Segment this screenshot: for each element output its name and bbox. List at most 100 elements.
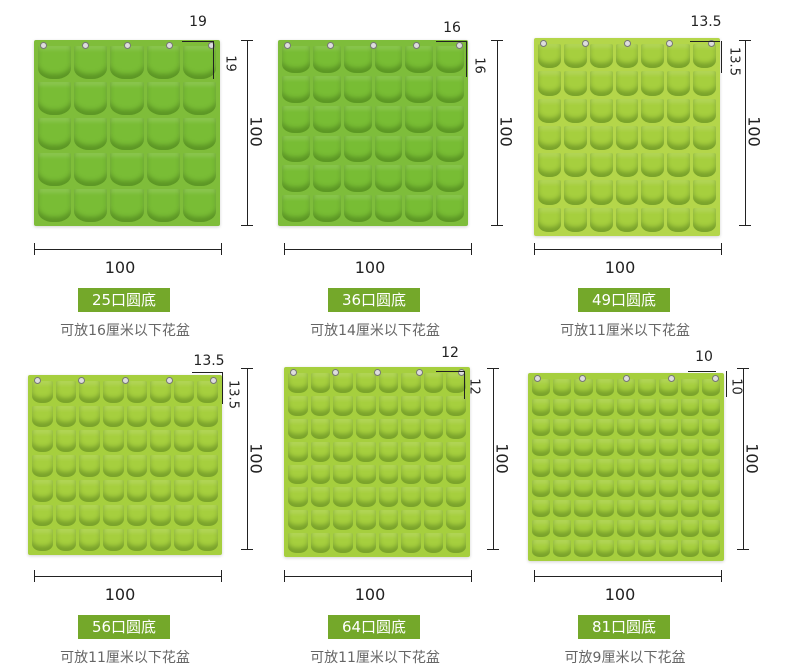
planter-pocket [680, 459, 699, 477]
planter-pocket [343, 135, 372, 163]
width-dimension-line [34, 249, 222, 250]
planter-bag-image [534, 38, 720, 236]
planter-pocket [310, 395, 331, 416]
planter-pocket [173, 479, 195, 502]
planter-pocket [595, 519, 614, 537]
planter-pocket [374, 195, 403, 222]
planter-pocket [641, 180, 665, 205]
planter-pocket [126, 405, 148, 428]
planter-pocket [595, 379, 614, 397]
planter-pocket [659, 439, 678, 457]
planter-pocket [553, 519, 572, 537]
planter-pocket [374, 75, 403, 103]
planter-pocket [436, 195, 464, 222]
pocket-count-badge: 56口圆底 [78, 615, 170, 639]
planter-pocket [659, 459, 678, 477]
planter-pocket [343, 105, 372, 133]
planter-pocket [79, 405, 100, 428]
planter-pocket [378, 395, 399, 416]
planter-pocket [693, 44, 716, 69]
planter-pocket [378, 533, 399, 553]
planter-pocket [589, 98, 613, 123]
pot-size-caption: 可放11厘米以下花盆 [60, 650, 190, 666]
planter-pocket [563, 125, 587, 151]
planter-pocket [32, 479, 53, 502]
planter-pocket [423, 418, 444, 439]
planter-pocket [197, 479, 218, 502]
planter-pocket [446, 373, 466, 393]
planter-pocket [701, 419, 720, 437]
planter-pocket [615, 207, 639, 232]
planter-pocket [102, 455, 124, 477]
planter-pocket [615, 153, 639, 178]
planter-pocket [680, 499, 699, 517]
planter-pocket [401, 373, 421, 393]
pocket-width-label: 19 [189, 14, 207, 30]
planter-pocket [79, 504, 100, 527]
planter-pocket [659, 379, 678, 397]
planter-pocket [401, 418, 421, 439]
planter-pocket [197, 381, 218, 403]
planter-pocket [538, 125, 561, 151]
planter-pocket [423, 464, 444, 485]
planter-pocket [423, 441, 444, 462]
planter-pocket [173, 504, 195, 527]
planter-pocket [538, 180, 561, 205]
planter-pocket [197, 455, 218, 477]
pocket-height-label: 19 [222, 55, 238, 72]
planter-pocket [616, 519, 636, 537]
grommet-ring [284, 42, 291, 49]
planter-pocket [355, 441, 376, 462]
planter-pocket [401, 510, 421, 531]
grommet-ring [40, 42, 47, 49]
planter-pocket [693, 71, 716, 96]
planter-pocket [288, 533, 308, 553]
planter-pocket [680, 539, 699, 557]
planter-pocket [126, 381, 148, 403]
planter-pocket [182, 117, 216, 151]
planter-pocket [74, 46, 108, 79]
planter-pocket [701, 539, 720, 557]
planter-pocket [310, 441, 331, 462]
planter-pocket [701, 399, 720, 417]
pot-size-caption: 可放11厘米以下花盆 [310, 650, 440, 666]
planter-pocket [638, 439, 657, 457]
planter-pocket [79, 381, 100, 403]
planter-pocket [401, 395, 421, 416]
planter-pocket [102, 479, 124, 502]
planter-pocket [538, 44, 561, 69]
planter-pocket [401, 487, 421, 508]
planter-pocket [638, 399, 657, 417]
planter-pocket [616, 399, 636, 417]
planter-pocket [574, 419, 593, 437]
planter-pocket [288, 395, 308, 416]
planter-pocket [446, 418, 466, 439]
planter-pocket [310, 533, 331, 553]
planter-pocket [680, 519, 699, 537]
grommet-ring [332, 369, 339, 376]
grommet-ring [124, 42, 131, 49]
planter-pocket [312, 135, 341, 163]
planter-pocket [333, 464, 353, 485]
pocket-height-label: 10 [728, 378, 744, 395]
planter-pocket [446, 464, 466, 485]
planter-pocket [667, 44, 691, 69]
planter-pocket [355, 464, 376, 485]
planter-pocket [55, 455, 77, 477]
planter-pocket [79, 455, 100, 477]
planter-pocket [126, 504, 148, 527]
planter-pocket [282, 135, 310, 163]
pocket-count-badge: 36口圆底 [328, 288, 420, 312]
planter-pocket [615, 180, 639, 205]
planter-pocket [173, 381, 195, 403]
planter-pocket [282, 46, 310, 73]
planter-pocket [310, 464, 331, 485]
planter-pocket [446, 533, 466, 553]
pocket-height-line [213, 41, 214, 79]
width-label: 100 [604, 258, 636, 277]
planter-pocket [405, 46, 434, 73]
planter-pocket [616, 499, 636, 517]
grommet-ring [416, 369, 423, 376]
planter-pocket [374, 135, 403, 163]
planter-pocket [173, 529, 195, 551]
